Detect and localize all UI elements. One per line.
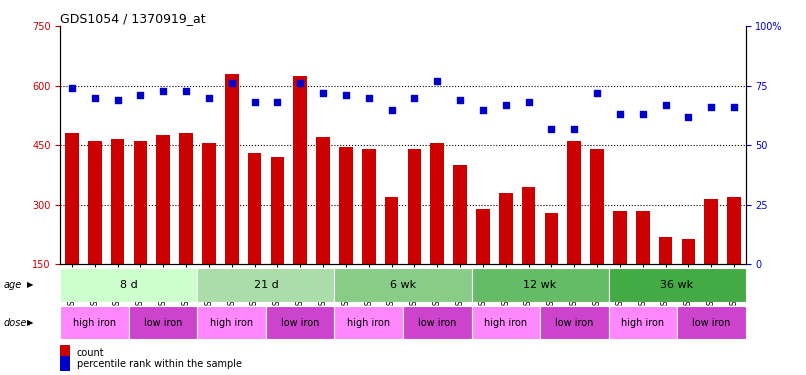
Bar [271,157,285,324]
Bar [110,140,124,324]
Text: low iron: low iron [692,318,730,327]
Text: count: count [77,348,104,357]
Point [567,126,580,132]
Point [248,99,261,105]
Text: 36 wk: 36 wk [660,280,694,290]
Point [293,80,306,86]
Text: low iron: low iron [144,318,182,327]
Bar [134,141,147,324]
Text: low iron: low iron [555,318,593,327]
Bar [197,268,334,302]
Bar [156,135,170,324]
Point [134,92,147,98]
Bar [266,306,334,339]
Bar [129,306,197,339]
Point [111,97,124,103]
Text: ▶: ▶ [27,280,33,290]
Bar [202,143,216,324]
Text: high iron: high iron [73,318,116,327]
Bar [545,213,559,324]
Bar [682,238,696,324]
Text: high iron: high iron [210,318,253,327]
Point [430,78,443,84]
Point [88,95,101,101]
Bar [609,268,746,302]
Bar [453,165,467,324]
Bar [316,137,330,324]
Bar [384,197,398,324]
Bar [247,153,261,324]
Text: low iron: low iron [418,318,456,327]
Point [704,104,717,110]
Bar [499,193,513,324]
Point [682,114,695,120]
Text: GDS1054 / 1370919_at: GDS1054 / 1370919_at [60,12,206,25]
Point [180,87,193,93]
Bar [590,149,604,324]
Text: age: age [4,280,23,290]
Text: percentile rank within the sample: percentile rank within the sample [77,359,242,369]
Bar [334,268,472,302]
Point [317,90,330,96]
Point [156,87,169,93]
Bar [521,187,535,324]
Text: high iron: high iron [621,318,664,327]
Bar [567,141,581,324]
Point [271,99,284,105]
Text: 6 wk: 6 wk [390,280,416,290]
Point [613,111,626,117]
Bar [677,306,746,339]
Point [545,126,558,132]
Bar [60,268,197,302]
Point [225,80,239,86]
Bar [65,134,79,324]
Point [591,90,604,96]
Bar [293,76,307,324]
Bar [197,306,266,339]
Text: 8 d: 8 d [120,280,138,290]
Bar [339,147,353,324]
Point [636,111,649,117]
Bar [704,199,718,324]
Point [339,92,352,98]
Bar [472,268,609,302]
Bar [540,306,609,339]
Point [476,106,489,112]
Point [499,102,512,108]
Text: 21 d: 21 d [254,280,278,290]
Bar [60,306,129,339]
Bar [430,143,444,324]
Bar [334,306,403,339]
Bar [609,306,677,339]
Point [202,95,215,101]
Bar [225,74,239,324]
Bar [727,197,741,324]
Bar [636,211,650,324]
Point [454,97,467,103]
Point [659,102,672,108]
Bar [88,141,102,324]
Point [728,104,741,110]
Bar [613,211,627,324]
Text: ▶: ▶ [27,318,33,327]
Bar [408,149,422,324]
Text: low iron: low iron [281,318,319,327]
Text: 12 wk: 12 wk [523,280,557,290]
Bar [362,149,376,324]
Text: high iron: high iron [347,318,390,327]
Bar [472,306,540,339]
Text: high iron: high iron [484,318,527,327]
Bar [476,209,490,324]
Bar [659,237,672,324]
Bar [403,306,472,339]
Bar [179,134,193,324]
Point [362,95,375,101]
Point [65,85,78,91]
Point [522,99,535,105]
Point [385,106,398,112]
Text: dose: dose [4,318,27,327]
Point [408,95,421,101]
